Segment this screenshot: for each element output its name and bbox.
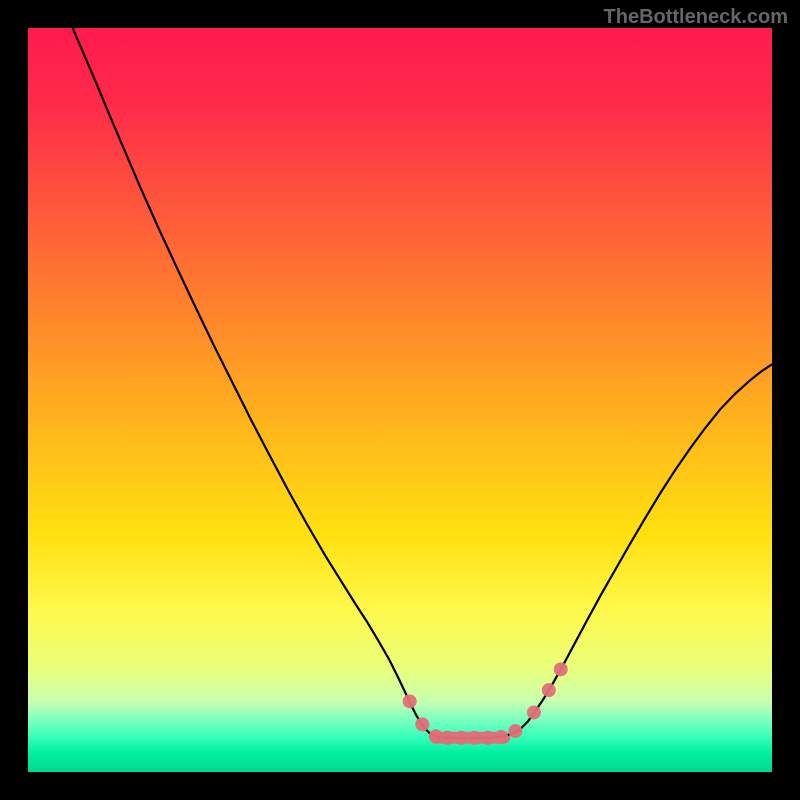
chart-container: { "meta": { "width": 800, "height": 800,… — [0, 0, 800, 800]
marker-dot — [415, 717, 429, 731]
gradient-background — [28, 28, 772, 772]
bottleneck-chart — [0, 0, 800, 800]
marker-dot — [467, 731, 481, 745]
marker-dot — [527, 705, 541, 719]
watermark-text: TheBottleneck.com — [604, 6, 788, 29]
marker-dot — [454, 731, 468, 745]
marker-dot — [542, 683, 556, 697]
marker-dot — [429, 729, 443, 743]
marker-dot — [481, 731, 495, 745]
marker-dot — [508, 724, 522, 738]
marker-dot — [403, 694, 417, 708]
marker-dot — [494, 730, 508, 744]
marker-dot — [441, 731, 455, 745]
marker-dot — [554, 662, 568, 676]
